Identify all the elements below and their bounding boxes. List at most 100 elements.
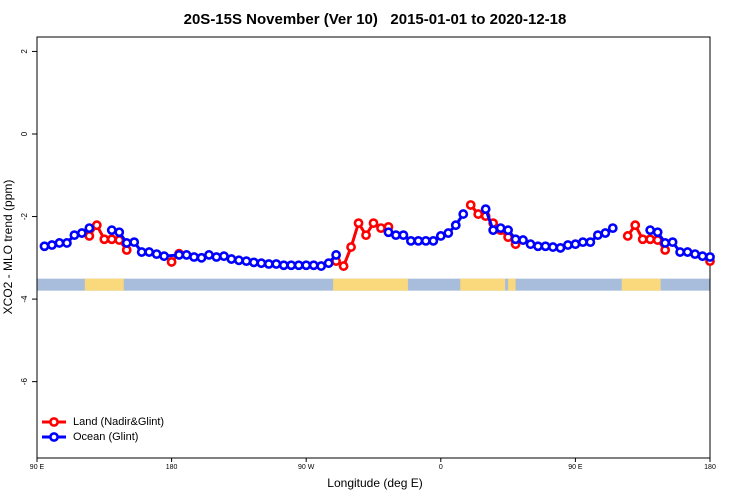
series-point — [346, 242, 356, 252]
y-tick-label: 2 — [20, 49, 29, 54]
series-point — [630, 220, 641, 231]
legend-marker — [49, 432, 59, 442]
series-point — [263, 259, 274, 269]
series-point — [413, 235, 424, 246]
series-point — [645, 234, 656, 245]
y-tick-label: 0 — [20, 131, 29, 136]
series-point — [660, 238, 671, 248]
series-point — [458, 209, 469, 219]
series-point — [308, 260, 319, 271]
series-point — [600, 228, 611, 238]
series-line — [44, 208, 711, 268]
series-point — [525, 239, 536, 250]
series-point — [420, 235, 431, 246]
series-point — [705, 252, 715, 262]
series-point — [398, 230, 409, 241]
series-point — [136, 247, 147, 257]
series-point — [316, 261, 327, 271]
series-point — [271, 259, 282, 269]
series-point — [248, 257, 259, 268]
series-point — [667, 237, 678, 248]
series-point — [577, 237, 588, 248]
series-point — [465, 200, 476, 210]
series-point — [278, 260, 289, 271]
series-point — [144, 247, 155, 257]
series-point — [196, 252, 207, 263]
x-tick-label: 90 W — [298, 464, 315, 471]
series-point — [383, 227, 394, 238]
plot-frame — [36, 36, 711, 459]
series-point — [533, 241, 543, 252]
series-point — [338, 261, 349, 271]
series-point — [391, 230, 401, 241]
series-point — [189, 252, 199, 262]
series-point — [76, 228, 87, 238]
series-point — [54, 238, 65, 248]
series-point — [675, 247, 685, 257]
series-point — [39, 241, 50, 252]
x-axis-title: Longitude (deg E) — [327, 476, 422, 490]
series-point — [121, 238, 132, 248]
series-point — [219, 251, 229, 262]
series-point — [293, 260, 304, 271]
series-point — [376, 223, 386, 234]
series-point — [690, 249, 700, 260]
series-point — [563, 240, 573, 250]
land-strip — [333, 278, 408, 291]
series-point — [286, 260, 297, 271]
series-point — [518, 235, 528, 245]
x-tick-label: 180 — [166, 464, 178, 471]
series-point — [84, 223, 95, 234]
x-tick-label: 90 E — [568, 464, 583, 471]
series-point — [204, 250, 214, 260]
series-point — [570, 239, 581, 250]
series-point — [510, 234, 521, 245]
series-point — [323, 258, 334, 269]
series-point — [256, 258, 267, 269]
series-point — [428, 235, 439, 246]
series-point — [585, 237, 596, 248]
series-point — [69, 230, 80, 241]
series-point — [645, 225, 656, 236]
legend-label: Ocean (Glint) — [73, 431, 138, 443]
series-point — [555, 243, 566, 253]
series-point — [241, 256, 252, 267]
series-point — [607, 223, 618, 234]
series-point — [62, 238, 72, 248]
series-point — [473, 209, 484, 219]
land-strip — [84, 278, 124, 291]
series-point — [301, 260, 312, 271]
series-point — [443, 228, 454, 238]
legend-label: Land (Nadir&Glint) — [73, 416, 164, 428]
series-point — [159, 251, 170, 262]
series-point — [47, 240, 57, 250]
land-strip — [621, 278, 661, 291]
chart-title: 20S-15S November (Ver 10) 2015-01-01 to … — [184, 11, 567, 28]
series-point — [174, 250, 184, 260]
legend-marker — [49, 417, 59, 427]
y-tick-label: -6 — [20, 378, 29, 386]
series-point — [91, 220, 102, 231]
x-tick-label: 180 — [704, 464, 716, 471]
y-axis-title: XCO2 - MLO trend (ppm) — [1, 180, 15, 315]
series-point — [331, 250, 342, 260]
x-tick-label: 0 — [439, 464, 443, 471]
series-point — [495, 223, 506, 234]
series-point — [450, 220, 461, 231]
series-point — [548, 242, 558, 252]
series-point — [540, 241, 551, 252]
series-point — [106, 225, 117, 236]
series-point — [652, 227, 663, 238]
series-point — [622, 231, 633, 241]
series-point — [592, 230, 603, 241]
y-tick-label: -4 — [20, 295, 29, 303]
series-point — [233, 255, 244, 266]
series-point — [84, 231, 95, 241]
series-point — [361, 230, 371, 241]
series-point — [353, 218, 364, 229]
series-point — [503, 225, 513, 236]
series-point — [99, 234, 110, 245]
series-point — [697, 251, 708, 262]
series-point — [151, 249, 162, 260]
